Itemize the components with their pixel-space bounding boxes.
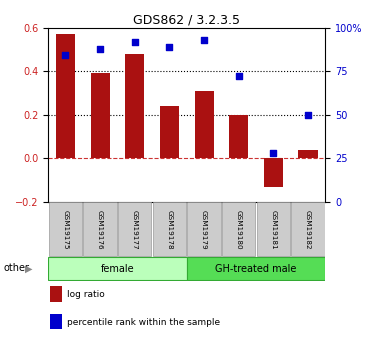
FancyBboxPatch shape [222,203,255,256]
FancyBboxPatch shape [49,203,82,256]
Text: log ratio: log ratio [67,290,105,299]
Point [166,44,172,50]
Point [132,39,138,44]
FancyBboxPatch shape [187,257,325,280]
Bar [90,73,110,158]
FancyBboxPatch shape [257,203,290,256]
Text: GSM19176: GSM19176 [97,210,103,249]
Point [270,150,276,156]
Bar [194,91,214,158]
Point [305,112,311,118]
Text: GSM19178: GSM19178 [166,210,172,249]
Bar [56,34,75,158]
Point [201,37,207,42]
Text: GSM19179: GSM19179 [201,210,207,249]
Text: GSM19177: GSM19177 [132,210,138,249]
FancyBboxPatch shape [187,203,221,256]
Bar [125,54,144,158]
Text: GSM19175: GSM19175 [62,210,69,249]
Point [97,46,103,51]
FancyBboxPatch shape [291,203,325,256]
Point [62,53,69,58]
Title: GDS862 / 3.2.3.5: GDS862 / 3.2.3.5 [133,13,240,27]
Point [236,73,242,79]
Bar [160,106,179,158]
Text: GSM19181: GSM19181 [270,210,276,249]
Text: GH-treated male: GH-treated male [215,264,297,274]
Text: female: female [100,264,134,274]
FancyBboxPatch shape [48,257,187,280]
Text: GSM19180: GSM19180 [236,210,242,249]
Bar [229,115,248,158]
FancyBboxPatch shape [153,203,186,256]
Bar [264,158,283,187]
FancyBboxPatch shape [118,203,151,256]
Bar [298,150,318,158]
Text: other: other [4,264,30,273]
Text: ▶: ▶ [25,264,32,273]
Text: GSM19182: GSM19182 [305,210,311,249]
FancyBboxPatch shape [84,203,117,256]
Text: percentile rank within the sample: percentile rank within the sample [67,318,221,327]
